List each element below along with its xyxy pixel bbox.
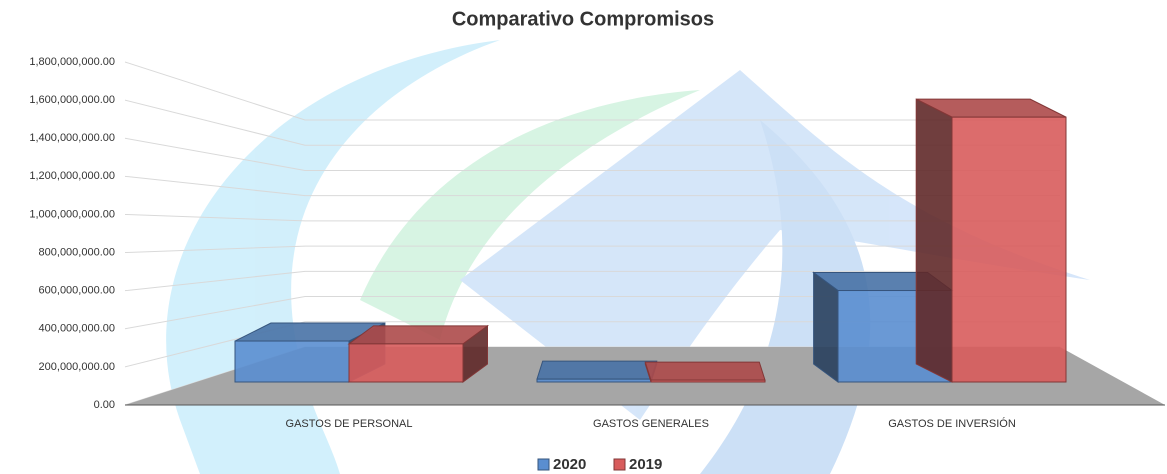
legend-label: 2020 xyxy=(553,456,586,473)
x-tick-label: GASTOS GENERALES xyxy=(593,418,709,430)
chart-title: Comparativo Compromisos xyxy=(452,8,714,30)
grid-line xyxy=(124,137,1060,171)
y-tick-label: 1,200,000,000.00 xyxy=(29,170,115,182)
y-tick-label: 1,400,000,000.00 xyxy=(29,132,115,144)
x-tick-label: GASTOS DE PERSONAL xyxy=(286,418,413,430)
x-tick-label: GASTOS DE INVERSIÓN xyxy=(888,417,1016,430)
grid-line xyxy=(124,61,1060,121)
y-tick-label: 800,000,000.00 xyxy=(39,246,115,258)
bar-top xyxy=(536,360,658,380)
bar xyxy=(536,378,652,383)
bar-top xyxy=(347,325,490,345)
y-tick-label: 200,000,000.00 xyxy=(39,361,115,373)
y-tick-label: 400,000,000.00 xyxy=(39,323,115,335)
grid-line xyxy=(124,99,1060,146)
grid-line xyxy=(124,213,1060,222)
legend-swatch xyxy=(537,458,550,471)
legend-swatch xyxy=(613,458,626,471)
y-tick-label: 1,000,000,000.00 xyxy=(29,208,115,220)
y-tick-label: 600,000,000.00 xyxy=(39,285,115,297)
legend-label: 2019 xyxy=(629,456,662,473)
legend: 2020 2019 xyxy=(537,456,662,473)
grid-line xyxy=(124,270,1060,292)
y-tick-label: 0.00 xyxy=(94,399,115,411)
bar-side xyxy=(915,98,953,383)
bar xyxy=(234,340,350,383)
grid-line xyxy=(124,245,1060,254)
bar xyxy=(951,116,1067,383)
bar xyxy=(650,379,766,383)
grid-line xyxy=(124,296,1060,330)
grid-line xyxy=(124,321,1060,368)
y-tick-label: 1,800,000,000.00 xyxy=(29,56,115,68)
bar-top xyxy=(644,361,766,381)
y-tick-label: 1,600,000,000.00 xyxy=(29,94,115,106)
bar xyxy=(348,343,464,383)
grid-line xyxy=(124,175,1060,197)
bar-side xyxy=(813,271,839,383)
